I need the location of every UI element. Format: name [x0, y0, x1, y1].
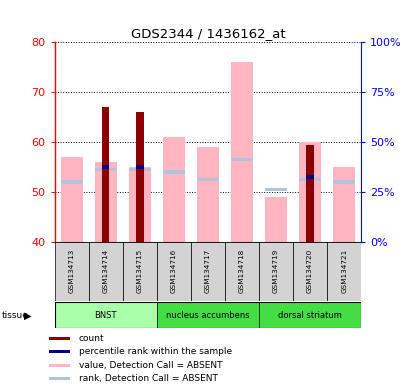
Text: BNST: BNST — [94, 311, 117, 320]
Bar — [231, 62, 253, 242]
Text: GSM134716: GSM134716 — [171, 248, 177, 293]
Bar — [333, 167, 355, 242]
Bar — [60, 157, 83, 242]
Bar — [197, 178, 219, 181]
Bar — [50, 351, 70, 353]
Bar — [102, 107, 110, 242]
Text: ▶: ▶ — [24, 311, 32, 321]
Bar — [299, 178, 321, 181]
Bar — [50, 364, 70, 367]
Bar — [306, 175, 314, 179]
Bar — [55, 242, 89, 301]
Text: GSM134721: GSM134721 — [341, 248, 347, 293]
Text: percentile rank within the sample: percentile rank within the sample — [79, 348, 232, 356]
Text: GSM134713: GSM134713 — [68, 248, 75, 293]
Bar — [299, 142, 321, 242]
Bar — [123, 242, 157, 301]
Text: tissue: tissue — [2, 311, 29, 320]
Bar — [157, 302, 259, 328]
Bar — [102, 165, 110, 169]
Bar — [55, 302, 157, 328]
Bar — [265, 197, 287, 242]
Bar — [259, 242, 293, 301]
Text: GSM134715: GSM134715 — [137, 248, 143, 293]
Bar — [259, 302, 361, 328]
Bar — [94, 168, 117, 171]
Bar — [327, 242, 361, 301]
Title: GDS2344 / 1436162_at: GDS2344 / 1436162_at — [131, 26, 285, 40]
Bar — [157, 242, 191, 301]
Bar — [333, 180, 355, 184]
Bar — [94, 162, 117, 242]
Bar — [293, 242, 327, 301]
Bar — [50, 377, 70, 380]
Text: GSM134720: GSM134720 — [307, 248, 313, 293]
Bar — [136, 112, 144, 242]
Bar — [60, 180, 83, 184]
Text: count: count — [79, 334, 105, 343]
Bar — [50, 337, 70, 340]
Bar — [129, 168, 151, 171]
Bar — [191, 242, 225, 301]
Bar — [136, 165, 144, 169]
Bar — [163, 137, 185, 242]
Text: nucleus accumbens: nucleus accumbens — [166, 311, 250, 320]
Text: dorsal striatum: dorsal striatum — [278, 311, 342, 320]
Bar — [231, 158, 253, 161]
Bar — [306, 144, 314, 242]
Bar — [89, 242, 123, 301]
Bar — [197, 147, 219, 242]
Text: GSM134714: GSM134714 — [103, 248, 109, 293]
Bar — [225, 242, 259, 301]
Bar — [163, 170, 185, 174]
Bar — [265, 188, 287, 191]
Text: value, Detection Call = ABSENT: value, Detection Call = ABSENT — [79, 361, 223, 370]
Text: GSM134719: GSM134719 — [273, 248, 279, 293]
Bar — [129, 167, 151, 242]
Text: rank, Detection Call = ABSENT: rank, Detection Call = ABSENT — [79, 374, 218, 383]
Text: GSM134718: GSM134718 — [239, 248, 245, 293]
Text: GSM134717: GSM134717 — [205, 248, 211, 293]
